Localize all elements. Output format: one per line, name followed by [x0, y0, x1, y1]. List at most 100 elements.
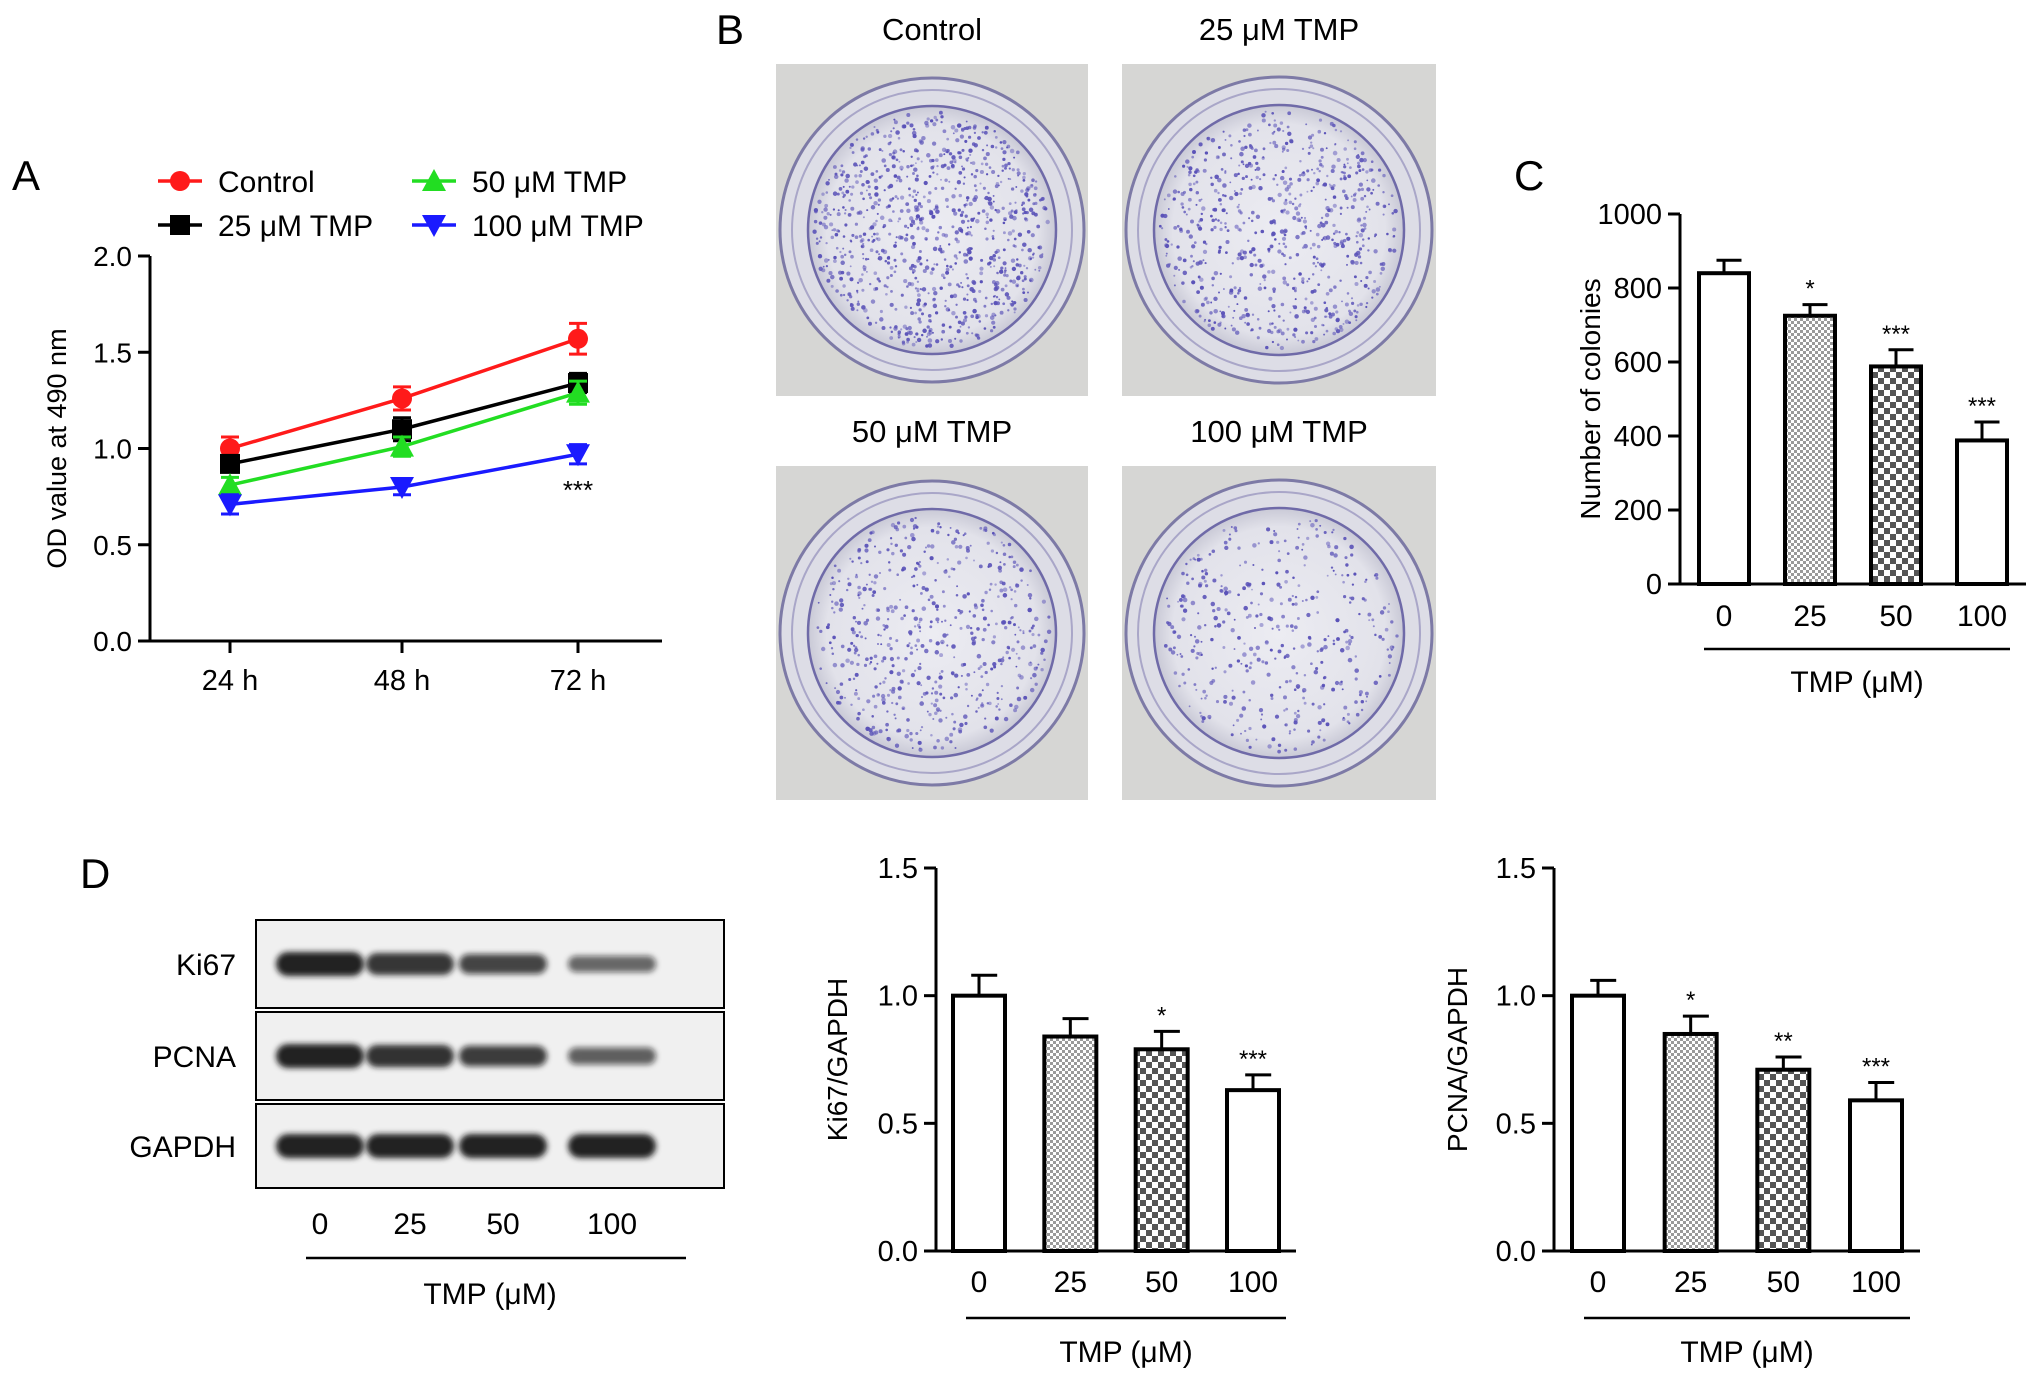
colony	[1291, 602, 1295, 606]
colony	[835, 689, 841, 695]
colony	[883, 164, 887, 168]
colony	[858, 164, 861, 167]
colony	[1241, 706, 1247, 711]
colony	[1391, 645, 1395, 649]
colony	[1186, 229, 1190, 234]
colony	[962, 182, 966, 185]
colony	[943, 153, 946, 156]
colony	[1293, 728, 1296, 731]
colony	[914, 311, 917, 315]
colony	[1195, 688, 1198, 691]
colony	[979, 182, 982, 185]
colony	[1387, 610, 1390, 614]
colony	[949, 526, 952, 529]
colony	[1210, 326, 1215, 331]
colony	[873, 178, 878, 183]
colony	[984, 227, 987, 231]
colony	[1243, 255, 1247, 260]
colony	[955, 257, 959, 260]
colony	[924, 120, 929, 126]
colony-dots	[812, 110, 1050, 348]
colony	[1229, 181, 1232, 184]
colony	[1185, 562, 1188, 566]
colony	[1198, 583, 1202, 588]
colony	[977, 667, 981, 671]
colony	[881, 326, 886, 330]
colony	[911, 576, 913, 579]
colony	[910, 646, 913, 650]
colony	[975, 710, 978, 713]
colony	[1189, 633, 1193, 637]
colony	[1271, 269, 1276, 274]
colony	[1165, 254, 1168, 257]
y-tick-label: 1.0	[878, 981, 918, 1013]
colony	[1206, 300, 1210, 305]
colony	[951, 194, 956, 199]
colony	[1354, 677, 1358, 681]
colony	[1311, 740, 1315, 744]
colony	[948, 243, 951, 246]
colony	[929, 210, 934, 214]
colony	[1360, 224, 1363, 227]
panel-label-c: C	[1514, 152, 1544, 199]
colony	[1203, 623, 1207, 627]
colony	[818, 240, 821, 243]
colony	[969, 626, 973, 630]
colony	[1170, 625, 1175, 630]
colony	[841, 191, 845, 195]
colony	[899, 549, 904, 553]
colony	[985, 173, 989, 176]
colony	[849, 239, 852, 242]
colony	[922, 268, 927, 274]
colony	[908, 330, 913, 336]
colony	[815, 237, 819, 240]
colony	[929, 620, 933, 624]
colony	[906, 728, 910, 733]
colony	[1225, 251, 1228, 254]
colony	[1286, 338, 1288, 341]
colony	[831, 606, 834, 610]
colony	[1287, 131, 1292, 136]
colony	[899, 598, 902, 601]
colony	[1323, 131, 1327, 135]
colony	[1291, 286, 1296, 290]
protein-band	[366, 1134, 454, 1158]
colony	[1327, 275, 1331, 279]
colony	[1224, 608, 1228, 612]
colony	[893, 713, 896, 716]
colony	[1010, 302, 1015, 307]
colony	[1191, 280, 1196, 285]
colony	[1201, 569, 1204, 573]
legend-marker	[422, 169, 446, 191]
y-axis-label: OD value at 490 nm	[42, 328, 72, 568]
colony	[1021, 207, 1026, 212]
colony	[946, 137, 950, 141]
colony	[1317, 129, 1322, 134]
colony	[1178, 597, 1183, 602]
colony	[1297, 339, 1300, 342]
colony	[923, 180, 928, 186]
colony	[1245, 175, 1248, 179]
colony	[1289, 139, 1294, 144]
colony	[1202, 259, 1205, 262]
colony	[1182, 190, 1187, 194]
lane-label: 50	[486, 1208, 519, 1241]
colony	[1214, 666, 1217, 669]
protein-band	[276, 952, 364, 976]
colony	[1339, 177, 1343, 181]
colony	[991, 237, 995, 240]
colony	[896, 197, 900, 200]
colony	[898, 160, 901, 163]
colony	[1022, 175, 1026, 180]
colony	[1356, 218, 1362, 223]
colony	[1022, 179, 1026, 182]
bar	[1662, 1031, 1719, 1254]
colony	[891, 689, 896, 694]
colony	[900, 293, 904, 297]
colony	[959, 213, 964, 217]
colony	[1278, 242, 1281, 245]
colony	[1315, 667, 1319, 671]
colony	[885, 167, 890, 173]
colony	[1351, 583, 1355, 586]
dish-well	[1152, 103, 1406, 357]
